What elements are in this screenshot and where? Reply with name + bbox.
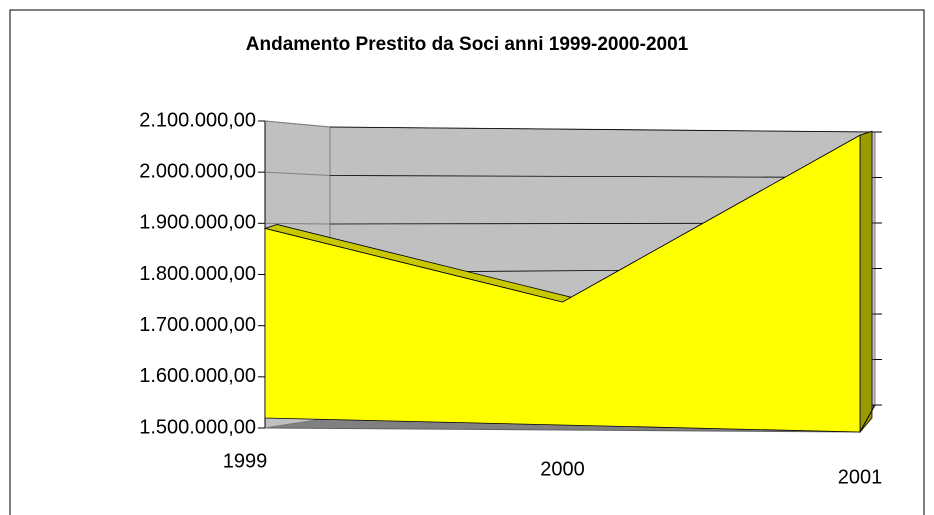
area-side bbox=[859, 130, 873, 434]
y-tick-label: 2.100.000,00 bbox=[139, 109, 256, 131]
y-tick-label: 1.600.000,00 bbox=[139, 365, 256, 387]
x-tick-label: 2001 bbox=[838, 466, 883, 488]
area bbox=[264, 134, 861, 433]
grid-line bbox=[329, 126, 876, 133]
x-axis bbox=[859, 404, 876, 433]
y-tick-label: 1.900.000,00 bbox=[139, 212, 256, 234]
grid-line bbox=[264, 120, 331, 128]
grid-line bbox=[264, 171, 331, 176]
y-tick-label: 1.800.000,00 bbox=[139, 263, 256, 285]
grid-line bbox=[264, 222, 331, 225]
grid-line bbox=[329, 175, 876, 178]
y-tick-label: 1.700.000,00 bbox=[139, 314, 256, 336]
y-tick-label: 2.000.000,00 bbox=[139, 160, 256, 182]
chart-title: Andamento Prestito da Soci anni 1999-200… bbox=[246, 34, 689, 55]
x-tick-label: 1999 bbox=[223, 450, 268, 472]
x-tick-label: 2000 bbox=[540, 458, 585, 480]
y-tick-label: 1.500.000,00 bbox=[139, 416, 256, 438]
